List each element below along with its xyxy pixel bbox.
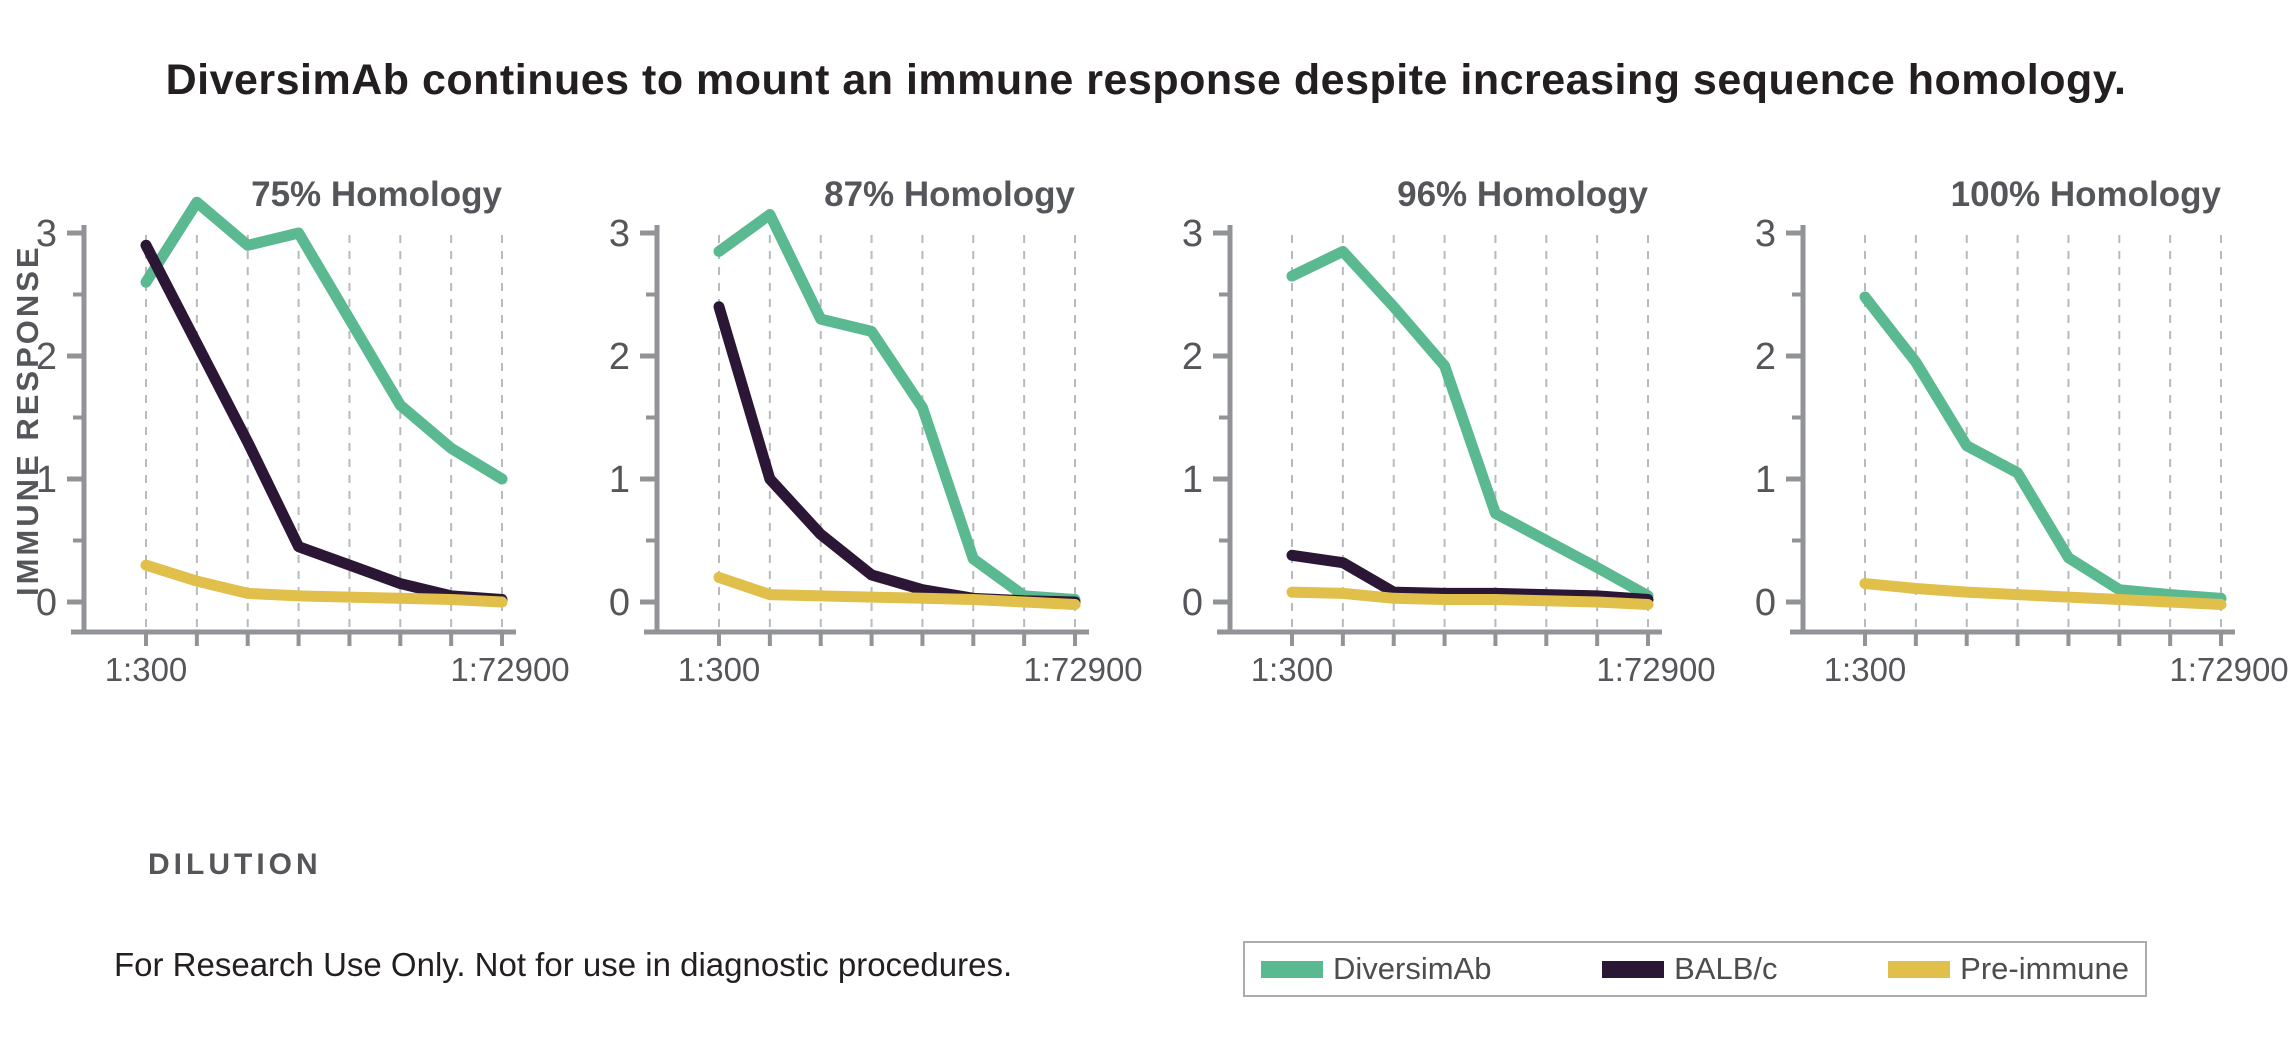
x-tick-label-last: 1:72900 — [1023, 651, 1142, 688]
diversimab-swatch-icon — [1261, 960, 1323, 978]
chart-panel-96-homology: 0 1 2 3 1:300 1:72900 96% Homology — [1146, 140, 1719, 710]
series-line-pre-immune — [1286, 586, 1654, 610]
x-tick-label-first: 1:300 — [678, 651, 761, 688]
chart-panel-100-homology: 0 1 2 3 1:300 1:72900 100% Homology — [1719, 140, 2292, 710]
legend-item-preimmune: Pre-immune — [1888, 951, 2129, 987]
charts-row: 0 1 2 3 1:300 1:72900 75% Homology 0 1 2 3 1:300 1:… — [0, 140, 2292, 710]
x-tick-label-last: 1:72900 — [1596, 651, 1715, 688]
y-tick-label: 2 — [1755, 336, 1776, 378]
series-line-pre-immune — [1859, 578, 2227, 610]
figure-title: DiversimAb continues to mount an immune … — [165, 56, 2127, 104]
legend-item-diversimab: DiversimAb — [1261, 951, 1491, 987]
y-tick-label: 3 — [1182, 213, 1203, 255]
y-tick-label: 3 — [36, 213, 57, 255]
x-axis-title: DILUTION — [148, 848, 322, 881]
footer-disclaimer: For Research Use Only. Not for use in di… — [114, 946, 1013, 983]
panel-title: 100% Homology — [1951, 175, 2222, 214]
y-tick-label: 0 — [36, 582, 57, 624]
y-tick-label: 0 — [609, 582, 630, 624]
y-tick-label: 0 — [1755, 582, 1776, 624]
series-line-pre-immune — [140, 559, 508, 608]
series-line-balb-c — [713, 301, 1081, 608]
x-tick-label-first: 1:300 — [105, 651, 188, 688]
panel-title: 96% Homology — [1397, 175, 1648, 214]
chart-75-homology: 0 1 2 3 1:300 1:72900 75% Homology — [36, 175, 570, 688]
y-tick-label: 1 — [1182, 459, 1203, 501]
x-tick-label-first: 1:300 — [1824, 651, 1907, 688]
x-tick-label-last: 1:72900 — [2169, 651, 2288, 688]
series-line-diversimab — [713, 209, 1081, 606]
chart-87-homology: 0 1 2 3 1:300 1:72900 87% Homology — [609, 175, 1143, 688]
y-tick-label: 3 — [1755, 213, 1776, 255]
y-tick-label: 1 — [1755, 459, 1776, 501]
series-line-balb-c — [140, 239, 508, 606]
legend-label: Pre-immune — [1960, 951, 2129, 986]
chart-100-homology: 0 1 2 3 1:300 1:72900 100% Homology — [1755, 175, 2289, 688]
series-line-diversimab — [1859, 291, 2227, 604]
y-tick-label: 2 — [609, 336, 630, 378]
chart-panel-87-homology: 0 1 2 3 1:300 1:72900 87% Homology — [573, 140, 1146, 710]
series-line-pre-immune — [713, 571, 1081, 610]
balbc-swatch-icon — [1602, 960, 1665, 978]
legend-box: DiversimAb BALB/c Pre-immune — [1243, 941, 2147, 997]
series-line-diversimab — [1286, 245, 1654, 602]
chart-96-homology: 0 1 2 3 1:300 1:72900 96% Homology — [1182, 175, 1716, 688]
x-tick-label-last: 1:72900 — [450, 651, 569, 688]
legend-label: DiversimAb — [1333, 951, 1492, 986]
panel-title: 87% Homology — [824, 175, 1075, 214]
y-tick-label: 2 — [36, 336, 57, 378]
y-tick-label: 1 — [609, 459, 630, 501]
preimmune-swatch-icon — [1888, 960, 1951, 978]
y-tick-label: 1 — [36, 459, 57, 501]
x-tick-label-first: 1:300 — [1251, 651, 1334, 688]
y-tick-label: 2 — [1182, 336, 1203, 378]
y-tick-label: 3 — [609, 213, 630, 255]
y-axis-title: IMMUNE RESPONSE — [10, 244, 45, 596]
legend-item-balbc: BALB/c — [1602, 951, 1778, 987]
series-line-diversimab — [140, 196, 508, 485]
panel-title: 75% Homology — [251, 175, 502, 214]
y-tick-label: 0 — [1182, 582, 1203, 624]
legend-label: BALB/c — [1674, 951, 1778, 986]
chart-panel-75-homology: 0 1 2 3 1:300 1:72900 75% Homology — [0, 140, 573, 710]
series-line-balb-c — [1286, 549, 1654, 606]
